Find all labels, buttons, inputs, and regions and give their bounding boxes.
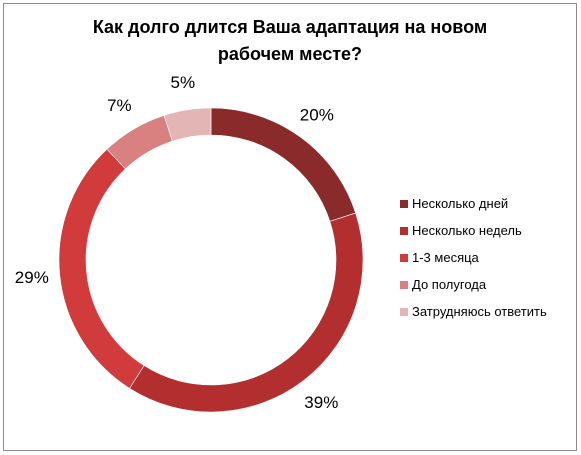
legend-swatch-5 [400, 308, 408, 316]
data-labels-group: 20% 39% 29% 7% 5% [15, 73, 339, 412]
chart-title: Как долго длится Ваша адаптация на новом… [40, 14, 540, 68]
chart-title-line-1: Как долго длится Ваша адаптация на новом [92, 17, 488, 37]
legend-label-4: До полугода [412, 277, 487, 292]
legend-swatch-2 [400, 227, 408, 235]
slice-5 [163, 107, 212, 142]
data-label-3: 29% [15, 268, 49, 287]
legend-label-2: Несколько недель [412, 223, 522, 238]
data-label-4: 7% [107, 96, 132, 115]
slices-group [58, 107, 364, 413]
legend-label-1: Несколько дней [412, 196, 508, 211]
data-label-5: 5% [171, 73, 196, 92]
legend-label-3: 1-3 месяца [412, 250, 480, 265]
legend-swatch-3 [400, 254, 408, 262]
legend-swatch-4 [400, 281, 408, 289]
data-label-2: 39% [304, 393, 338, 412]
slice-1 [210, 107, 356, 222]
slice-2 [129, 212, 364, 413]
slice-3 [58, 148, 145, 389]
legend-label-5: Затрудняюсь ответить [412, 304, 547, 319]
data-label-1: 20% [300, 105, 334, 124]
chart-title-line-2: рабочем месте? [217, 44, 363, 64]
legend-swatch-1 [400, 200, 408, 208]
legend: Несколько дней Несколько недель 1-3 месяца… [400, 196, 547, 319]
